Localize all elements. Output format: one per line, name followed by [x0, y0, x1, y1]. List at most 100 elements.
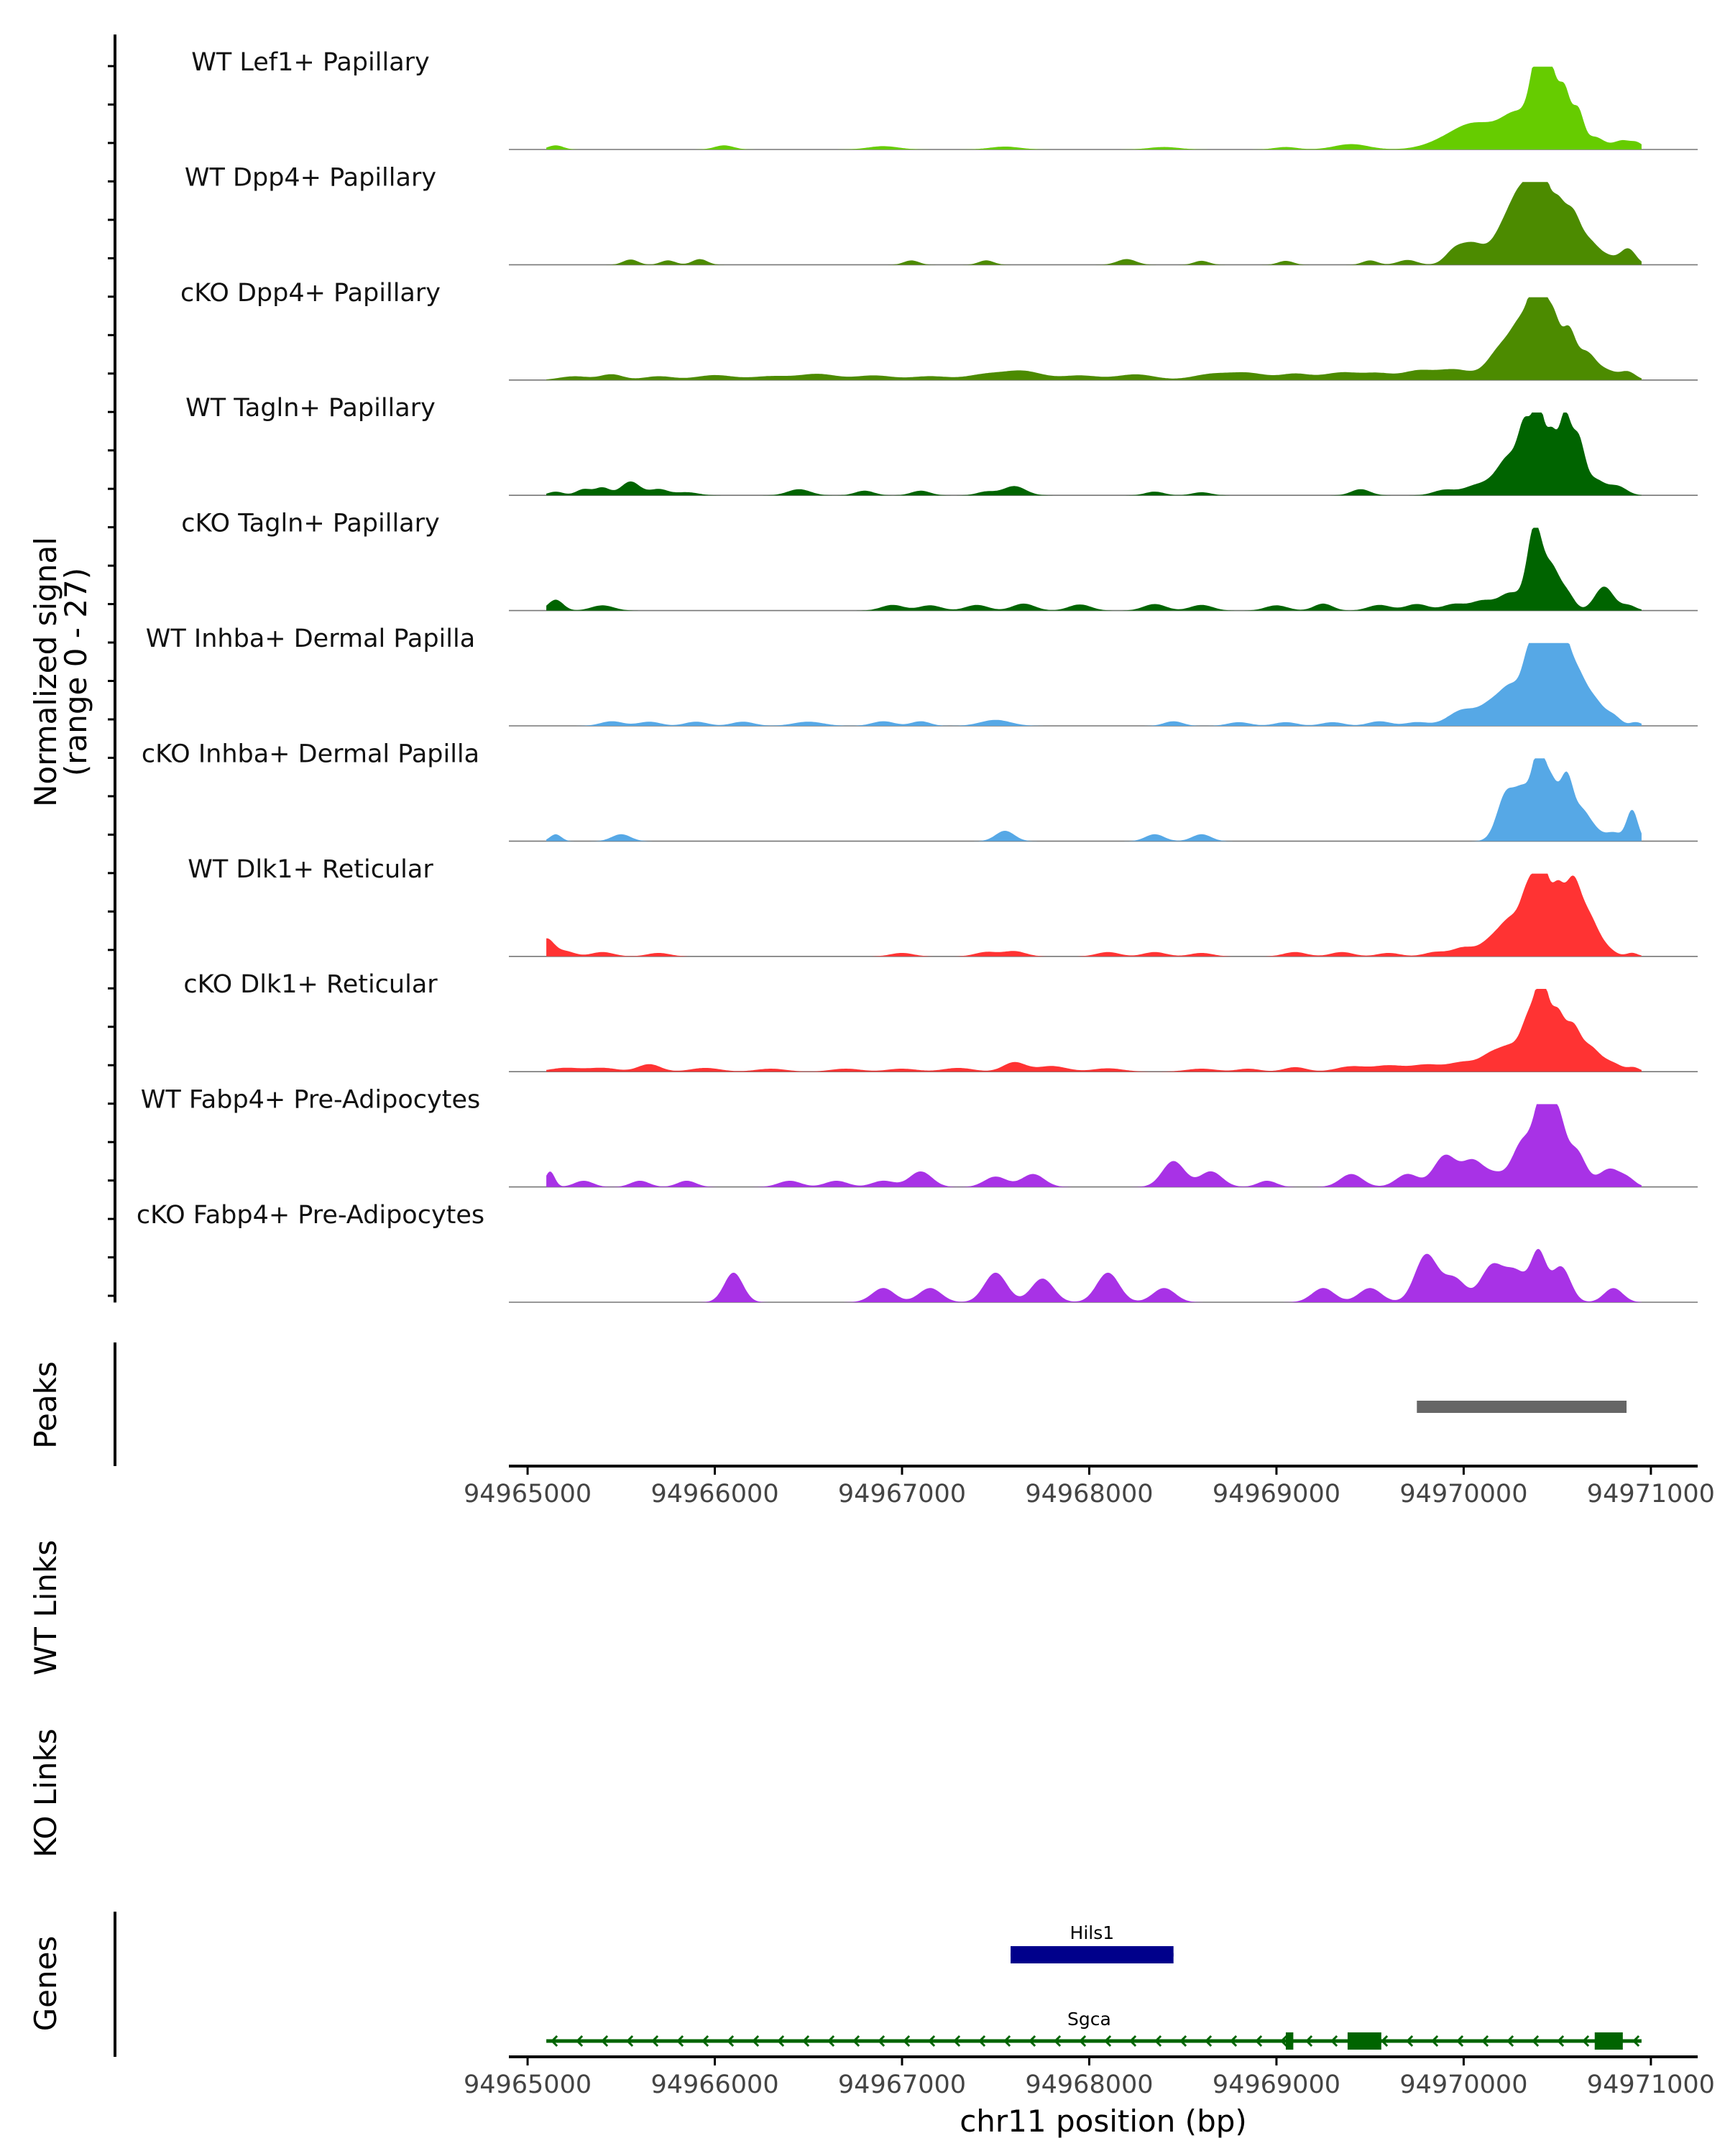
x-tick-label: 94967000	[838, 2070, 966, 2099]
x-tick-label: 94967000	[838, 1480, 966, 1508]
strand-arrow	[1165, 1948, 1174, 1961]
strand-arrow	[1430, 2035, 1439, 2047]
strand-arrow	[1506, 2035, 1514, 2047]
x-tick-label: 94969000	[1213, 1480, 1340, 1508]
signal-area	[546, 528, 1642, 611]
signal-area	[546, 413, 1642, 496]
track-label: WT Dpp4+ Papillary	[185, 163, 436, 192]
signal-tracks: WT Lef1+ Papillary WT Dpp4+ Papillary cKO …	[108, 34, 1698, 1303]
strand-arrow	[1355, 2035, 1363, 2047]
strand-arrow	[852, 2035, 860, 2047]
strand-arrow	[952, 2035, 961, 2047]
peak-region	[1417, 1401, 1627, 1413]
track-label: cKO Dpp4+ Papillary	[180, 279, 441, 308]
signal-area	[546, 642, 1642, 726]
x-tick-label: 94969000	[1213, 2070, 1340, 2099]
strand-arrow	[676, 2035, 684, 2047]
signal-track: cKO Dlk1+ Reticular	[183, 970, 1698, 1072]
signal-area	[546, 297, 1642, 380]
strand-arrow	[1028, 2035, 1036, 2047]
signal-track: WT Fabp4+ Pre-Adipocytes	[141, 1086, 1698, 1188]
x-tick-label: 94968000	[1025, 1480, 1153, 1508]
strand-arrow	[650, 2035, 659, 2047]
strand-arrow	[1556, 2035, 1565, 2047]
gene-model: Sgca	[546, 2009, 1642, 2050]
strand-arrow	[1305, 2035, 1313, 2047]
track-label: WT Inhba+ Dermal Papilla	[146, 625, 475, 653]
strand-arrow	[1154, 2035, 1162, 2047]
strand-arrow	[927, 2035, 936, 2047]
strand-arrow	[625, 2035, 634, 2047]
x-tick-label: 94970000	[1399, 2070, 1527, 2099]
strand-arrow	[1014, 1948, 1023, 1961]
track-label: cKO Dlk1+ Reticular	[183, 970, 438, 999]
strand-arrow	[902, 2035, 911, 2047]
signal-track: cKO Fabp4+ Pre-Adipocytes	[137, 1201, 1698, 1303]
strand-arrow	[1064, 1948, 1073, 1961]
x-axis-genes: 94965000 94966000 94967000 94968000 94969000…	[464, 2055, 1715, 2099]
strand-arrow	[1053, 2035, 1062, 2047]
gene-name-label: Hils1	[1070, 1922, 1115, 1943]
strand-arrow	[575, 2035, 584, 2047]
signal-track: cKO Dpp4+ Papillary	[180, 279, 1698, 381]
x-tick-label: 94966000	[650, 1480, 778, 1508]
peaks-track-label: Peaks	[28, 1361, 63, 1449]
strand-arrow	[877, 2035, 886, 2047]
gene-exon	[1347, 2032, 1381, 2050]
strand-arrow	[1140, 1948, 1149, 1961]
strand-arrow	[1481, 2035, 1489, 2047]
strand-arrow	[751, 2035, 760, 2047]
strand-arrow	[1115, 1948, 1123, 1961]
strand-arrow	[1229, 2035, 1238, 2047]
strand-arrow	[801, 2035, 810, 2047]
strand-arrow	[1003, 2035, 1011, 2047]
track-label: WT Tagln+ Papillary	[185, 394, 436, 423]
track-label: WT Lef1+ Papillary	[191, 48, 430, 77]
x-tick-label: 94965000	[464, 1480, 592, 1508]
peaks-track	[114, 1342, 1627, 1466]
genes-track-label: Genes	[28, 1936, 63, 2032]
strand-arrow	[1581, 2035, 1590, 2047]
track-label: cKO Tagln+ Papillary	[181, 510, 440, 538]
x-tick-label: 94966000	[650, 2070, 778, 2099]
strand-arrow	[1455, 2035, 1464, 2047]
signal-area	[546, 989, 1642, 1072]
signal-track: WT Tagln+ Papillary	[185, 394, 1698, 497]
signal-track: WT Dpp4+ Papillary	[185, 163, 1698, 266]
signal-track: cKO Inhba+ Dermal Papilla	[142, 740, 1698, 842]
strand-arrow	[827, 2035, 835, 2047]
strand-arrow	[1090, 1948, 1098, 1961]
signal-area	[546, 1248, 1642, 1302]
y-axis-range-label: (range 0 - 27)	[58, 568, 93, 776]
signal-area	[546, 873, 1642, 957]
strand-arrow	[1103, 2035, 1112, 2047]
signal-track: cKO Tagln+ Papillary	[181, 510, 1698, 612]
strand-arrow	[1606, 2035, 1615, 2047]
strand-arrow	[1330, 2035, 1338, 2047]
ko-links-label: KO Links	[28, 1728, 63, 1858]
strand-arrow	[1039, 1948, 1048, 1961]
x-tick-label: 94971000	[1587, 1480, 1715, 1508]
signal-area	[546, 758, 1642, 842]
signal-track: WT Dlk1+ Reticular	[188, 855, 1698, 957]
strand-arrow	[1405, 2035, 1414, 2047]
track-label: cKO Inhba+ Dermal Papilla	[142, 740, 479, 768]
x-tick-label: 94965000	[464, 2070, 592, 2099]
strand-arrow	[978, 2035, 986, 2047]
track-label: WT Fabp4+ Pre-Adipocytes	[141, 1086, 480, 1115]
strand-arrow	[1078, 2035, 1087, 2047]
strand-arrow	[726, 2035, 735, 2047]
track-label: WT Dlk1+ Reticular	[188, 855, 433, 884]
strand-arrow	[1279, 2035, 1288, 2047]
signal-track: WT Inhba+ Dermal Papilla	[146, 625, 1698, 727]
x-tick-label: 94970000	[1399, 1480, 1527, 1508]
signal-area	[546, 1104, 1642, 1187]
strand-arrow	[1204, 2035, 1213, 2047]
strand-arrow	[1531, 2035, 1540, 2047]
signal-track: WT Lef1+ Papillary	[191, 48, 1698, 150]
genes-track: Hils1 Sgca	[114, 1912, 1642, 2057]
x-tick-label: 94971000	[1587, 2070, 1715, 2099]
strand-arrow	[1128, 2035, 1137, 2047]
strand-arrow	[550, 2035, 558, 2047]
strand-arrow	[776, 2035, 785, 2047]
